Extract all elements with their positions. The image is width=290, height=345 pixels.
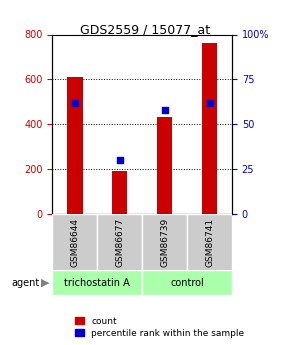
Text: GDS2559 / 15077_at: GDS2559 / 15077_at [80,23,210,36]
Text: agent: agent [12,278,40,287]
Text: trichostatin A: trichostatin A [64,278,130,287]
FancyBboxPatch shape [52,270,142,295]
Bar [67,77,83,214]
Legend: count, percentile rank within the sample: count, percentile rank within the sample [72,314,247,341]
Text: GSM86739: GSM86739 [160,218,169,267]
FancyBboxPatch shape [187,214,232,271]
Point [72,100,77,106]
Text: GSM86741: GSM86741 [205,218,214,267]
Bar [112,171,128,214]
FancyBboxPatch shape [142,214,187,271]
Text: GSM86677: GSM86677 [115,218,124,267]
Text: GSM86644: GSM86644 [70,218,79,267]
Bar [202,43,218,214]
Point [117,157,122,163]
FancyBboxPatch shape [142,270,232,295]
FancyBboxPatch shape [97,214,142,271]
Text: control: control [170,278,204,287]
Point [162,107,167,112]
Text: ▶: ▶ [41,278,49,287]
Bar [157,117,173,214]
FancyBboxPatch shape [52,214,97,271]
Point [207,100,212,106]
